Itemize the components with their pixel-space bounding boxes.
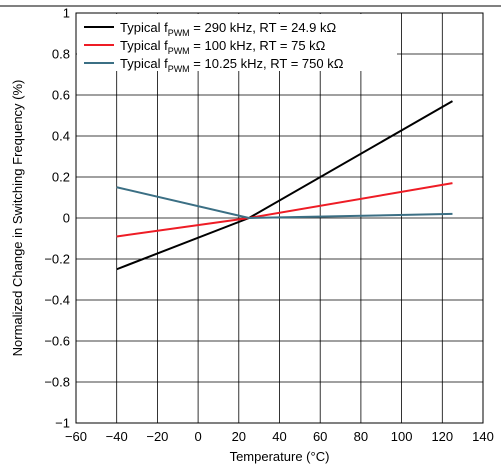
legend-box (77, 14, 397, 71)
x-tick-label: 80 (354, 429, 368, 444)
legend-label-1: Typical fPWM = 290 kHz, RT = 24.9 kΩ (120, 20, 337, 38)
y-tick-label: 0.8 (52, 47, 70, 62)
y-axis-title: Normalized Change in Switching Frequency… (10, 80, 25, 357)
y-tick-label: −0.6 (44, 334, 70, 349)
x-tick-label: 0 (194, 429, 201, 444)
x-tick-label: 120 (431, 429, 453, 444)
x-tick-label: 20 (232, 429, 246, 444)
series-line-2 (116, 182, 453, 238)
y-tick-label: 0 (63, 211, 70, 226)
series-line-3 (116, 186, 453, 220)
plot-frame (75, 12, 484, 424)
legend-label-3: Typical fPWM = 10.25 kHz, RT = 750 kΩ (120, 56, 344, 74)
y-tick-label: −0.4 (44, 293, 70, 308)
tick-labels: −60 −40 −20 0 20 40 60 80 100 120 140 −1 −0.8 −0.6 −0.… (44, 6, 494, 445)
x-tick-label: 140 (472, 429, 494, 444)
x-tick-label: −60 (65, 429, 87, 444)
series-line-1 (116, 100, 453, 271)
x-tick-label: −20 (146, 429, 168, 444)
x-tick-label: −40 (106, 429, 128, 444)
y-tick-label: 0.4 (52, 129, 70, 144)
y-tick-label: −1 (55, 416, 70, 431)
series-group (116, 100, 453, 271)
y-tick-label: −0.8 (44, 375, 70, 390)
x-tick-label: 60 (313, 429, 327, 444)
legend: Typical fPWM = 290 kHz, RT = 24.9 kΩTypi… (77, 14, 397, 74)
y-tick-label: 0.2 (52, 170, 70, 185)
legend-label-2: Typical fPWM = 100 kHz, RT = 75 kΩ (120, 38, 326, 56)
x-tick-label: 40 (272, 429, 286, 444)
y-tick-label: −0.2 (44, 252, 70, 267)
x-tick-label: 100 (391, 429, 413, 444)
x-axis-title: Temperature (°C) (230, 449, 330, 464)
y-tick-label: 1 (63, 6, 70, 21)
y-tick-label: 0.6 (52, 88, 70, 103)
